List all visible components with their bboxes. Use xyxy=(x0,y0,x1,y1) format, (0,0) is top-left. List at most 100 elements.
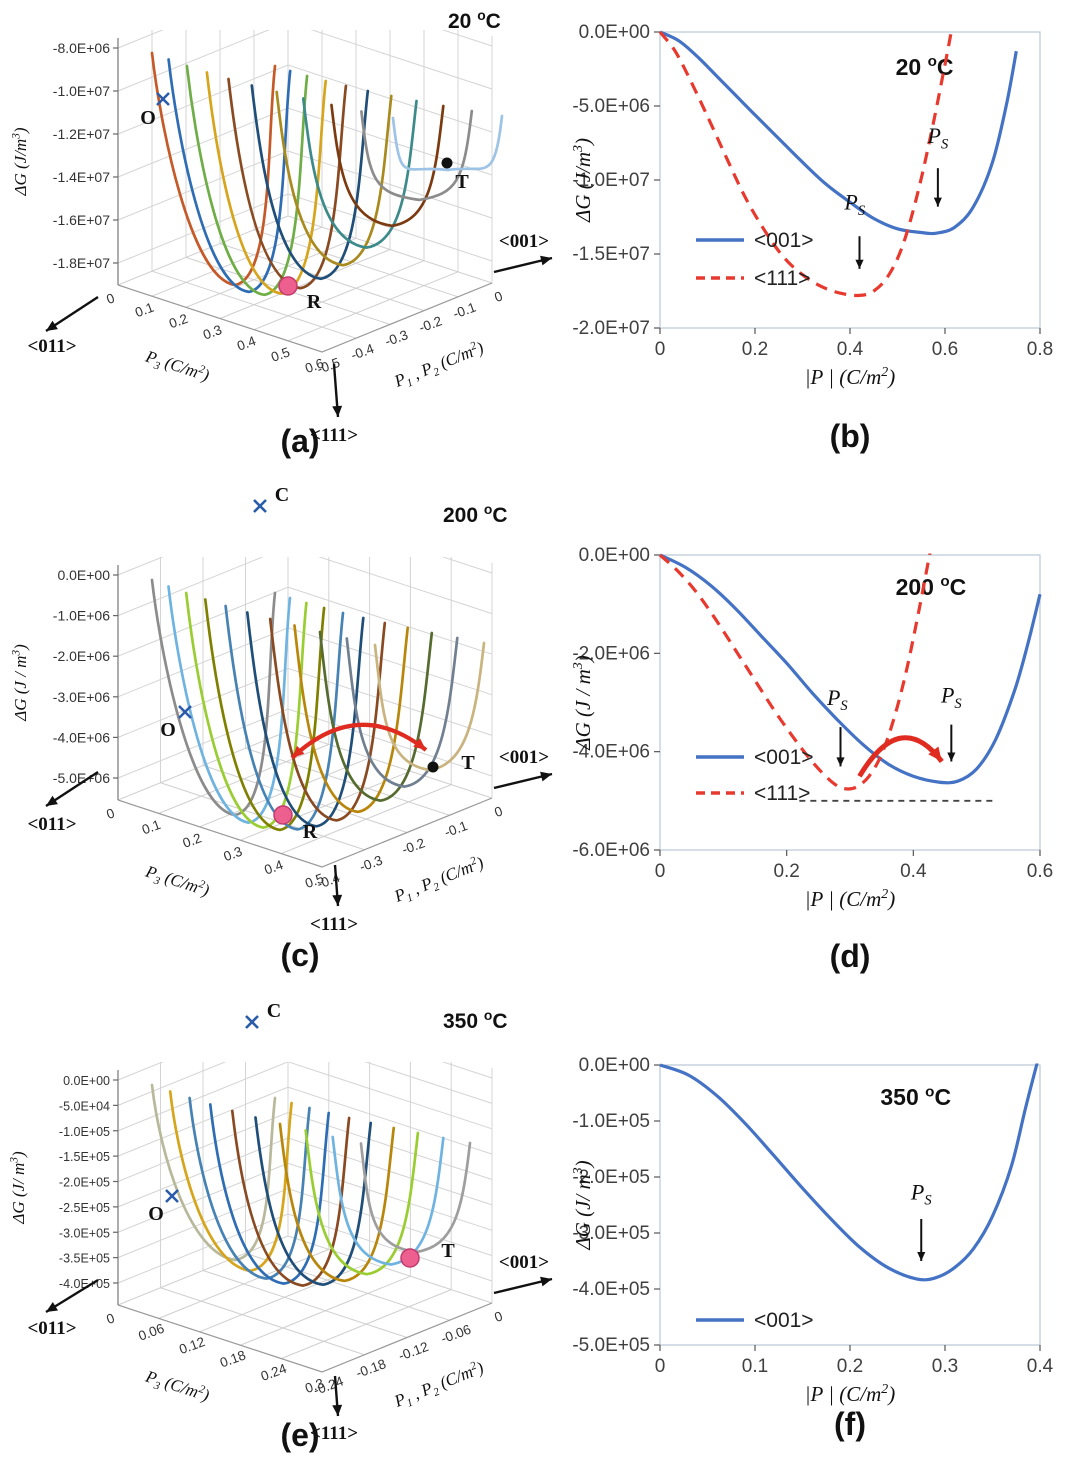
z-tick-label: -2.0E+06 xyxy=(53,648,110,664)
grid-e xyxy=(117,1062,493,1373)
direction-label: <111> xyxy=(310,914,358,935)
energy-curves-c xyxy=(150,578,486,832)
p3-tick-label: 0.2 xyxy=(167,311,190,332)
p12-tick-label: 0 xyxy=(492,1308,504,1325)
direction-label: <011> xyxy=(27,336,76,357)
energy-curve xyxy=(150,1083,277,1262)
y-tick-label: 0.0E+00 xyxy=(579,22,650,43)
panel-c: 0.0E+00 -1.0E+06 -2.0E+06 -3.0E+06 -4.0E+06 -… xyxy=(0,470,560,980)
panel-a: -8.0E+06 -1.0E+07 -1.2E+07 -1.4E+07 -1.6E+07… xyxy=(0,0,560,470)
energy-curve xyxy=(254,1116,373,1287)
temperature-label: 200 oC xyxy=(443,501,508,527)
energy-curve xyxy=(167,585,292,824)
phase-label: C xyxy=(267,1000,281,1022)
plot-border xyxy=(659,554,1041,851)
y-axis-title: ΔG (J/m3) xyxy=(570,138,595,223)
z-tick-label: -1.0E+07 xyxy=(53,83,110,99)
energy-curve xyxy=(278,1122,396,1283)
x-tick-label: 0.2 xyxy=(742,339,768,360)
phase-marker-pink xyxy=(400,1248,420,1268)
x-tick-label: 0.4 xyxy=(900,861,927,882)
y-tick-label: -6.0E+06 xyxy=(572,840,650,861)
temperature-label: 200 oC xyxy=(896,573,967,600)
panel-a-chart: -8.0E+06 -1.0E+07 -1.2E+07 -1.4E+07 -1.6E+07… xyxy=(11,7,553,459)
panel-letter: (b) xyxy=(830,418,871,454)
energy-curve xyxy=(301,97,418,249)
arrowhead xyxy=(332,1404,343,1416)
y-tick-label: -2.0E+05 xyxy=(572,1167,650,1188)
z-tick-label: -4.0E+06 xyxy=(53,729,110,745)
y-tick-label: -1.0E+07 xyxy=(572,170,650,191)
direction-label: <011> xyxy=(27,1318,76,1339)
p3-tick-label: 0.24 xyxy=(259,1361,289,1384)
z-tick-label: -1.6E+07 xyxy=(53,212,110,228)
temperature-label: 20 oC xyxy=(896,53,954,80)
energy-curve xyxy=(185,64,309,297)
z-tick-label: -3.5E+05 xyxy=(59,1252,110,1266)
panel-b-chart: 0.0E+00-5.0E+06-1.0E+07-1.5E+07-2.0E+070… xyxy=(570,22,1053,454)
energy-curve xyxy=(391,114,504,172)
panel-f: 0.0E+00 -1.0E+05 -2.0E+05 -3.0E+05 -4.0E+05 -… xyxy=(560,980,1080,1464)
series-curve xyxy=(659,1063,1039,1282)
p12-tick-label: -0.18 xyxy=(354,1356,388,1381)
phase-label: T xyxy=(441,1240,455,1262)
panel-e: 0.0E+00 -5.0E+04 -1.0E+05 -1.5E+05 -2.0E+05 -… xyxy=(0,980,560,1464)
p3-tick-label: 0.2 xyxy=(181,830,204,851)
p3-tick-label: 0.3 xyxy=(221,844,244,865)
arrowhead xyxy=(332,405,343,417)
energy-curve xyxy=(188,1096,311,1280)
z-tick-label: -3.0E+05 xyxy=(59,1226,110,1240)
p12-tick-label: -0.3 xyxy=(383,327,410,349)
p3-tick-label: 0.5 xyxy=(269,344,292,365)
arrowhead xyxy=(540,1276,552,1287)
z-axis-title: ΔG (J / m3) xyxy=(11,644,30,722)
energy-curves-e xyxy=(150,1083,472,1287)
ps-annotation: PS xyxy=(940,683,962,712)
p3-tick-label: 0.12 xyxy=(177,1334,207,1357)
panel-letter: (e) xyxy=(280,1417,319,1453)
p3-axis-title: P3 (C/m2) xyxy=(141,1366,212,1408)
grid-c xyxy=(117,557,493,868)
phase-label: T xyxy=(455,171,469,193)
arrowhead xyxy=(46,320,58,331)
direction-label: <001> xyxy=(499,231,549,252)
x-tick-label: 0.6 xyxy=(932,339,958,360)
arrowhead xyxy=(836,757,845,767)
panel-letter: (c) xyxy=(280,937,319,973)
x-axis-title: |P | (C/m2) xyxy=(805,886,895,911)
arrowhead xyxy=(46,1302,58,1312)
x-tick-label: 0.4 xyxy=(837,339,864,360)
arrowhead xyxy=(540,255,552,266)
phase-marker-dot xyxy=(441,157,453,169)
phase-label: R xyxy=(303,821,318,843)
direction-label: <111> xyxy=(310,425,358,446)
direction-label: <111> xyxy=(310,1423,358,1444)
p12-tick-label: 0 xyxy=(492,288,504,305)
energy-curve xyxy=(345,636,459,788)
z-tick-label: -1.0E+05 xyxy=(59,1125,110,1139)
arrowhead xyxy=(855,259,864,269)
energy-curve xyxy=(330,103,445,228)
z-axis-title: ΔG (J/m3) xyxy=(11,127,30,196)
phase-markers-c: C O T R xyxy=(160,484,475,843)
x-tick-label: 0.4 xyxy=(1027,1356,1054,1377)
temperature-label: 350 oC xyxy=(880,1083,951,1110)
panel-letter: (f) xyxy=(834,1406,866,1442)
x-tick-label: 0.2 xyxy=(773,861,799,882)
y-axis-title: ΔG (J/ m3) xyxy=(570,1160,595,1250)
ps-annotation: PS xyxy=(826,685,848,714)
p3-tick-label: 0.4 xyxy=(262,857,285,878)
z-tick-label: -2.5E+05 xyxy=(59,1201,110,1215)
p3-tick-label: 0.1 xyxy=(133,300,156,321)
p3-tick-label: 0.6 xyxy=(303,356,326,377)
p3-tick-label: 0.06 xyxy=(136,1321,166,1344)
axes-f: 0.0E+00 -1.0E+05 -2.0E+05 -3.0E+05 -4.0E+05 -… xyxy=(572,1055,1053,1377)
arrowhead xyxy=(917,1252,926,1261)
p12-tick-label: -0.1 xyxy=(451,300,478,322)
p3-tick-label: 0.5 xyxy=(303,871,326,892)
panel-d: 0.0E+00 -2.0E+06 -4.0E+06 -6.0E+06 0 0.2 0.4 0.… xyxy=(560,470,1080,980)
energy-curve xyxy=(318,630,434,802)
y-tick-label: -2.0E+07 xyxy=(572,318,650,339)
arrowhead xyxy=(928,746,942,762)
energy-curve xyxy=(245,611,365,828)
